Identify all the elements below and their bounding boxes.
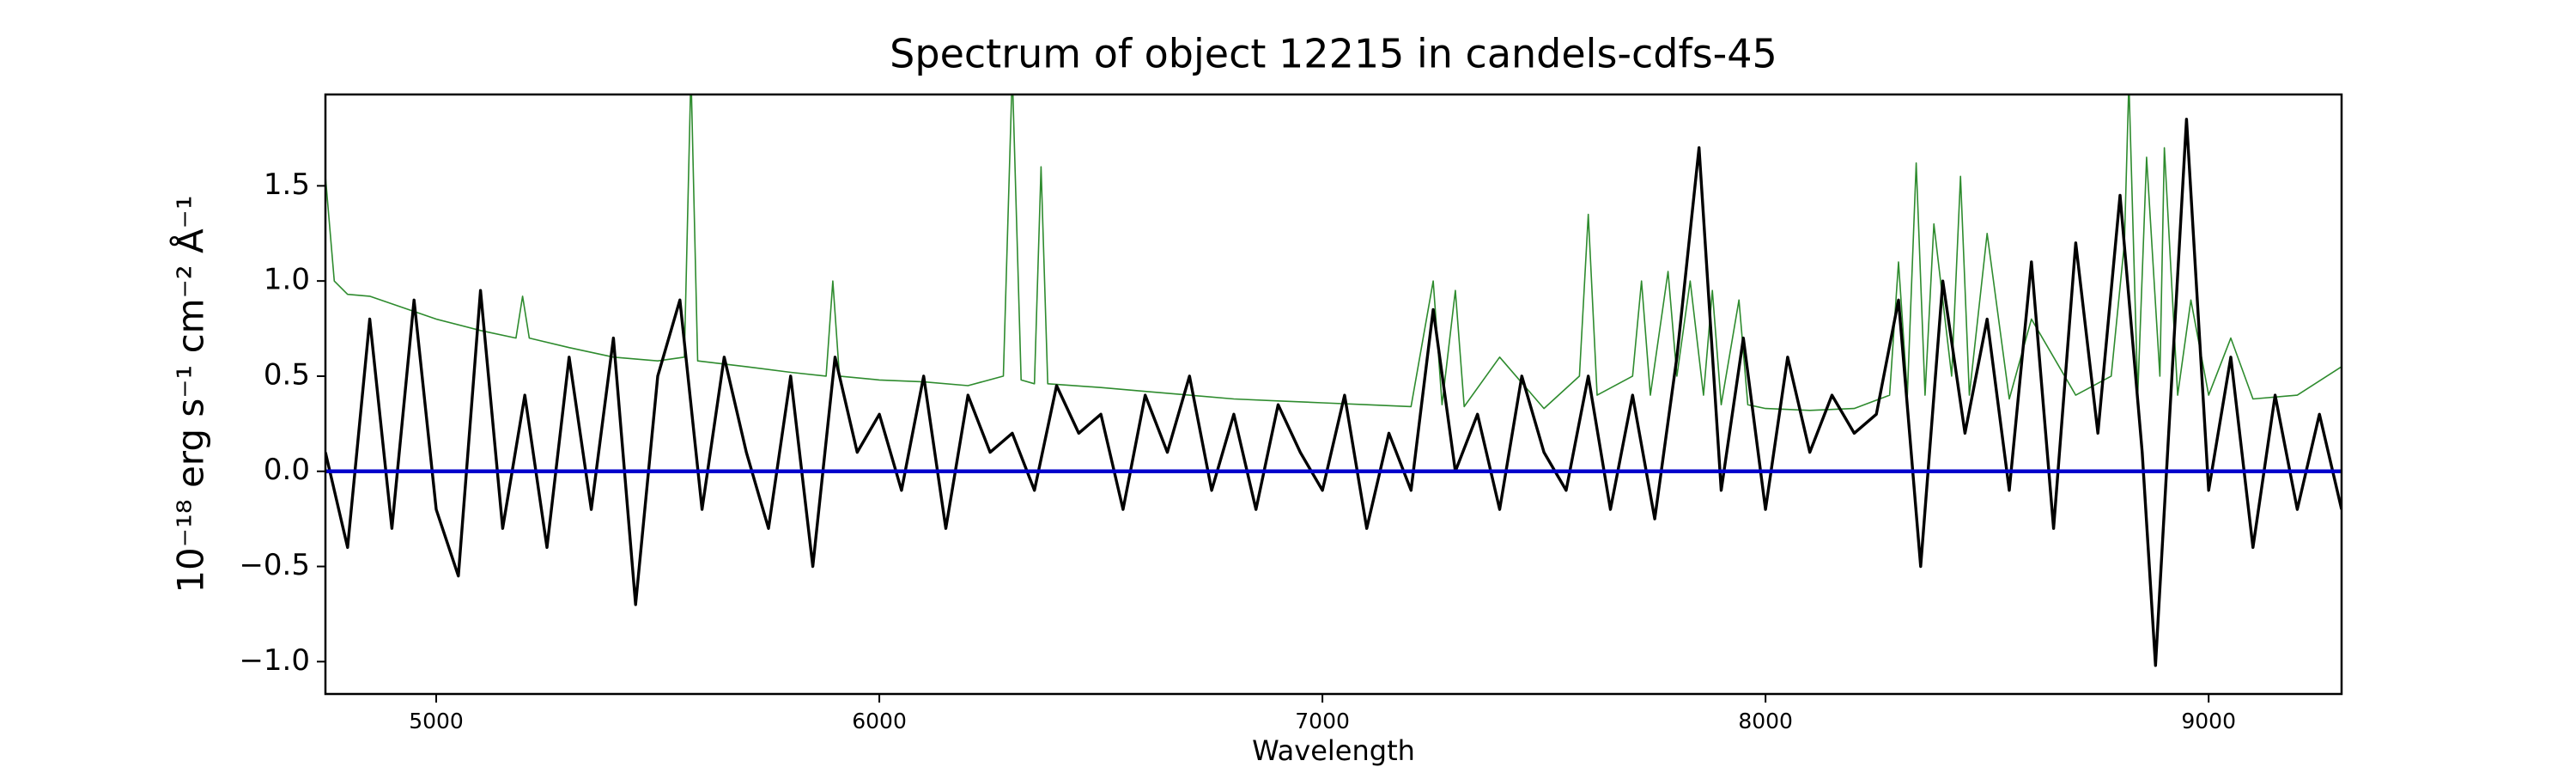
y-tick-label: −1.0 xyxy=(239,643,310,678)
y-tick-label: 0.0 xyxy=(264,453,310,487)
x-tick-label: 6000 xyxy=(852,709,907,733)
chart-title: Spectrum of object 12215 in candels-cdfs… xyxy=(890,31,1777,77)
spectrum-line xyxy=(325,118,2342,667)
y-tick-label: −0.5 xyxy=(239,548,310,582)
plot-area xyxy=(325,94,2342,667)
y-tick-label: 1.0 xyxy=(264,263,310,297)
x-tick-label: 7000 xyxy=(1295,709,1350,733)
spectrum-line xyxy=(325,94,2342,411)
y-tick-label: 0.5 xyxy=(264,357,310,392)
y-tick-label: 1.5 xyxy=(264,167,310,202)
x-axis-label: Wavelength xyxy=(1252,734,1415,767)
y-axis-label: 10⁻¹⁸ erg s⁻¹ cm⁻² Å⁻¹ xyxy=(169,195,212,593)
x-tick-label: 8000 xyxy=(1738,709,1793,733)
x-tick-label: 9000 xyxy=(2181,709,2236,733)
plot-frame xyxy=(324,93,2343,696)
x-tick-label: 5000 xyxy=(409,709,464,733)
